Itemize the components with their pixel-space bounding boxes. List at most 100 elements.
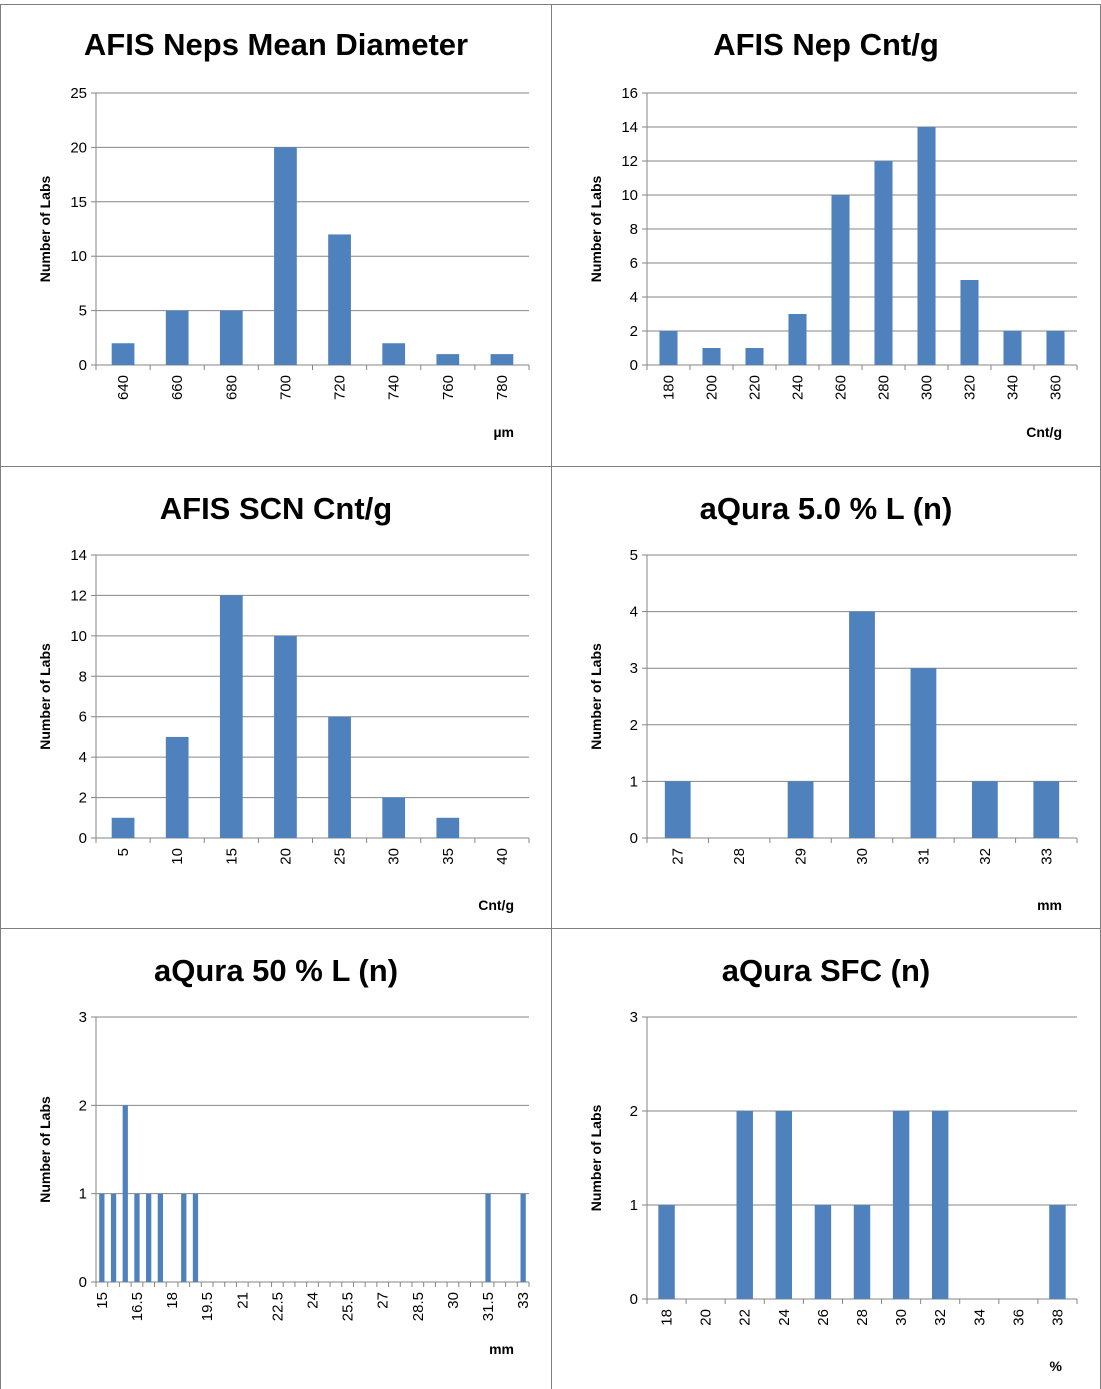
x-tick-label: 720 <box>332 375 349 400</box>
bar <box>122 1105 128 1282</box>
x-tick-label: 5 <box>115 848 132 856</box>
bar <box>1049 1205 1066 1299</box>
bar <box>736 1111 753 1299</box>
chart-title: aQura 50 % L (n) <box>154 953 398 988</box>
chart-panel-aqura-5pct-length: aQura 5.0 % L (n) 0 1 2 3 4 5 27 28 29 30 31 32 33 Num… <box>552 467 1100 928</box>
x-tick-label: 18 <box>164 1292 181 1309</box>
bar <box>485 1193 491 1282</box>
x-tick-label: 24 <box>305 1292 322 1309</box>
x-tick-label: 32 <box>932 1309 949 1326</box>
bar <box>910 668 937 838</box>
y-axis-label: Number of Labs <box>37 643 53 750</box>
x-tick-label: 680 <box>223 375 240 400</box>
chart-title: AFIS Nep Cnt/g <box>713 27 939 62</box>
bar <box>1033 781 1060 838</box>
y-tick-label: 0 <box>630 1291 638 1308</box>
x-tick-label: 220 <box>747 375 764 400</box>
bar <box>659 331 678 365</box>
x-tick-label: 700 <box>277 375 294 400</box>
bar <box>1046 331 1065 365</box>
chart-title: AFIS Neps Mean Diameter <box>84 27 468 62</box>
x-tick-label: 10 <box>169 848 186 865</box>
frame-row-divider-2 <box>0 928 1101 929</box>
x-tick-label: 660 <box>169 375 186 400</box>
x-tick-label: 20 <box>277 848 294 865</box>
chart-panel-aqura-50pct-length: aQura 50 % L (n) 0 1 2 3 15 16.5 18 19.5 21 22.5 24… <box>1 929 551 1389</box>
chart-title: aQura SFC (n) <box>722 953 930 988</box>
bar <box>110 1193 117 1282</box>
y-tick-label: 0 <box>79 830 87 847</box>
x-tick-label: 260 <box>833 375 850 400</box>
x-tick-label: 30 <box>854 848 871 865</box>
bar <box>328 716 351 838</box>
y-tick-label: 15 <box>70 194 87 211</box>
y-tick-label: 1 <box>630 1197 638 1214</box>
y-tick-label: 2 <box>79 1097 87 1114</box>
x-tick-label: 33 <box>1038 848 1055 865</box>
x-tick-label: 240 <box>790 375 807 400</box>
bar <box>664 781 691 838</box>
bar <box>146 1193 152 1282</box>
x-tick-label: 32 <box>977 848 994 865</box>
x-axis-label: Cnt/g <box>1026 424 1062 440</box>
x-tick-label: 760 <box>440 375 457 400</box>
y-tick-label: 6 <box>630 255 638 272</box>
bar <box>745 348 764 365</box>
chart-svg: aQura 50 % L (n) 0 1 2 3 15 16.5 18 19.5 21 22.5 24… <box>37 953 532 1357</box>
chart-panel-neps-diameter: AFIS Neps Mean Diameter 0 5 10 15 20 25 640 660 6… <box>1 5 551 466</box>
bar <box>165 310 189 365</box>
chart-svg: AFIS Neps Mean Diameter 0 5 10 15 20 25 640 660 6… <box>37 27 530 440</box>
x-tick-label: 25.5 <box>340 1292 357 1321</box>
frame-top <box>0 4 1101 5</box>
bar <box>702 348 721 365</box>
y-tick-label: 8 <box>630 221 638 238</box>
x-tick-label: 180 <box>661 375 678 400</box>
y-tick-label: 3 <box>630 1009 638 1026</box>
bar <box>853 1205 871 1299</box>
bar <box>960 280 979 365</box>
chart-panel-nep-count: AFIS Nep Cnt/g 0 2 4 6 8 10 12 14 16 180 200 220 240 2… <box>552 5 1100 466</box>
y-tick-label: 3 <box>630 660 638 677</box>
y-tick-label: 12 <box>621 153 638 170</box>
y-tick-label: 4 <box>630 604 638 621</box>
chart-svg: AFIS Nep Cnt/g 0 2 4 6 8 10 12 14 16 180 200 220 240 2… <box>588 27 1078 440</box>
y-tick-label: 10 <box>621 187 638 204</box>
chart-svg: aQura 5.0 % L (n) 0 1 2 3 4 5 27 28 29 30 31 32 33 Num… <box>588 491 1078 913</box>
x-tick-label: 22.5 <box>269 1292 286 1321</box>
y-tick-label: 2 <box>630 323 638 340</box>
bar <box>181 1193 187 1282</box>
x-axis-label: mm <box>1037 897 1062 913</box>
x-tick-label: 740 <box>386 375 403 400</box>
y-tick-label: 20 <box>70 139 87 156</box>
x-tick-label: 22 <box>737 1309 754 1326</box>
bar <box>134 1193 140 1282</box>
x-tick-label: 19.5 <box>199 1292 216 1321</box>
x-axis-label: µm <box>493 424 514 440</box>
x-axis-label: % <box>1050 1358 1063 1374</box>
y-tick-label: 6 <box>79 709 87 726</box>
x-axis-label: Cnt/g <box>478 897 514 913</box>
y-tick-label: 14 <box>621 119 638 136</box>
bar <box>971 781 998 838</box>
chart-title: aQura 5.0 % L (n) <box>700 491 953 526</box>
bar <box>157 1193 163 1282</box>
bar <box>658 1205 675 1299</box>
x-tick-label: 31.5 <box>480 1292 497 1321</box>
x-tick-label: 360 <box>1048 375 1065 400</box>
bar <box>99 1193 105 1282</box>
x-tick-label: 28 <box>854 1309 871 1326</box>
bar <box>787 781 814 838</box>
bar <box>892 1111 910 1299</box>
y-tick-label: 1 <box>630 773 638 790</box>
bar <box>219 595 243 838</box>
y-axis-label: Number of Labs <box>37 1096 53 1203</box>
y-tick-label: 3 <box>79 1009 87 1026</box>
x-tick-label: 27 <box>375 1292 392 1309</box>
chart-panel-scn-count: AFIS SCN Cnt/g 0 2 4 6 8 10 12 14 5 10 15 20 25 30 35 40… <box>1 467 551 928</box>
y-tick-label: 5 <box>630 547 638 564</box>
y-tick-label: 0 <box>79 357 87 374</box>
y-tick-label: 2 <box>630 717 638 734</box>
y-axis-label: Number of Labs <box>588 643 604 750</box>
y-tick-label: 2 <box>79 790 87 807</box>
y-tick-label: 10 <box>70 628 87 645</box>
